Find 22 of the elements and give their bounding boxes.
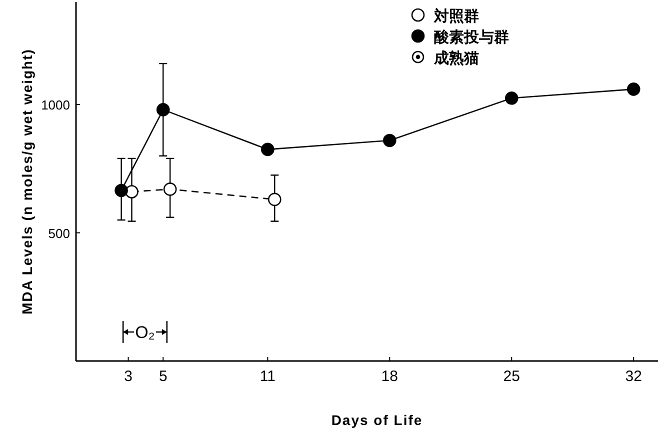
x-axis-title: Days of Life [331,412,423,428]
x-tick-label: 32 [625,368,642,385]
x-tick-label: 11 [260,368,276,385]
point [626,82,640,96]
point [383,134,396,148]
point [261,142,274,156]
point [114,184,128,198]
point [268,192,282,206]
point [156,103,170,116]
y-tick-label: 500 [48,226,70,241]
x-tick-label: 18 [381,368,398,385]
legend-label: 対照群 [433,7,479,25]
x-tick-label: 3 [124,368,132,385]
point [504,92,518,105]
annotation: O₂ [135,323,155,342]
x-tick-label: 25 [503,368,520,385]
y-axis-title: MDA Levels (n moles/g wet weight) [19,48,35,314]
legend-label: 成熟猫 [433,50,479,67]
point [163,182,177,196]
y-tick-label: 1000 [41,98,70,113]
x-tick-label: 5 [158,368,168,385]
legend-label: 酸素投与群 [434,29,509,46]
